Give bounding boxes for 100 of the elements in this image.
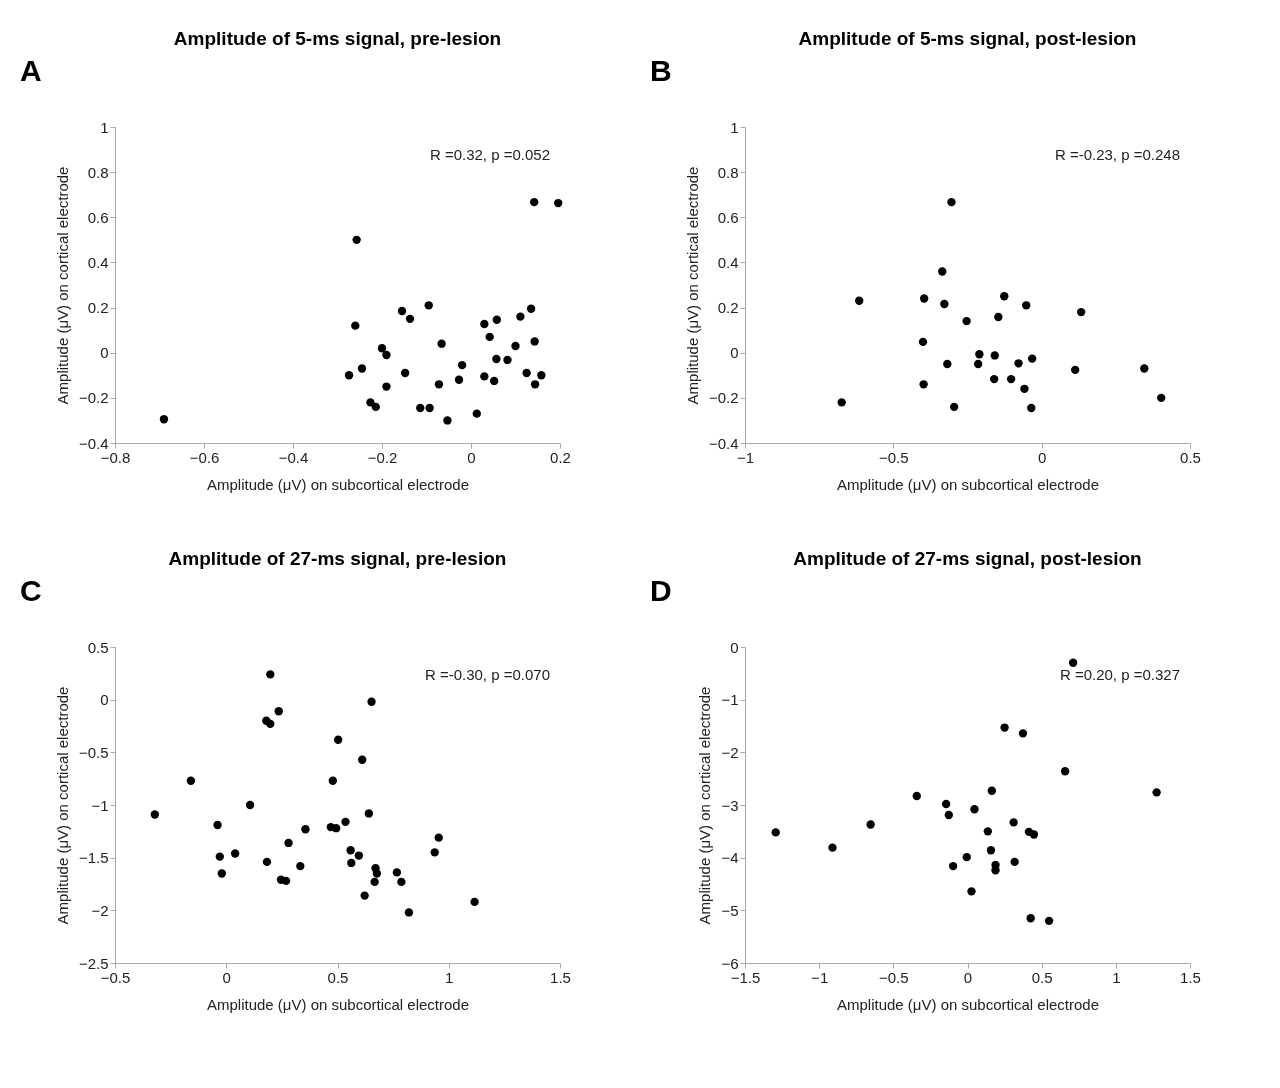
point [492, 315, 501, 324]
point [1009, 818, 1018, 827]
y-tick-label: −5 [721, 901, 739, 919]
point [1027, 403, 1036, 413]
point [351, 321, 360, 330]
point [437, 339, 446, 348]
point [938, 267, 947, 276]
point [967, 887, 976, 896]
x-tick-label: 0 [963, 968, 973, 986]
y-tick-label: 0.8 [717, 163, 739, 181]
text: C [20, 574, 42, 607]
x-tick-label: 0.2 [550, 448, 571, 466]
point [370, 877, 379, 887]
point [974, 359, 983, 369]
y-tick-label: −1 [721, 691, 739, 709]
point [284, 838, 293, 848]
x-tick-label: 1.5 [1180, 968, 1201, 986]
point [217, 869, 226, 878]
point [366, 398, 375, 407]
y-tick-label: −2 [721, 743, 739, 761]
point [918, 337, 928, 347]
y-tick-label: 1 [730, 118, 739, 136]
annotation: R =-0.23, p =0.248 [1054, 146, 1180, 163]
y-tick-label: 0.6 [87, 208, 109, 226]
y-tick-label: 0.2 [87, 299, 109, 317]
point [975, 350, 984, 359]
point [530, 337, 539, 346]
point [371, 402, 380, 412]
point [962, 316, 971, 326]
y-tick-label: 0.6 [717, 208, 739, 226]
y-axis-title: Amplitude (μV) on cortical electrode [53, 686, 71, 925]
point [425, 403, 434, 413]
x-tick-label: 0 [222, 968, 231, 986]
point [274, 707, 283, 716]
chart-title: Amplitude of 5-ms signal, post-lesion [798, 28, 1137, 49]
point [941, 799, 951, 809]
y-tick-label: 0 [730, 344, 739, 362]
point [360, 891, 369, 900]
point [434, 833, 443, 842]
point [266, 670, 275, 679]
point [470, 897, 479, 907]
point [367, 697, 376, 706]
point [940, 299, 949, 309]
point [377, 344, 387, 353]
y-tick-label: 0 [730, 638, 739, 656]
point [855, 296, 864, 305]
y-tick-label: −0.5 [78, 743, 109, 761]
point [1020, 384, 1029, 393]
x-tick-label: −0.2 [367, 448, 398, 466]
point [1000, 292, 1009, 301]
point [328, 776, 338, 785]
point [970, 805, 979, 814]
point [1010, 857, 1019, 867]
point [1060, 767, 1070, 776]
point [347, 858, 356, 868]
point [1140, 364, 1149, 373]
y-tick-label: 0.2 [717, 299, 739, 317]
point [372, 869, 382, 878]
point [511, 341, 520, 351]
x-tick-label: −1 [811, 968, 829, 986]
x-tick-label: −0.4 [278, 448, 309, 466]
y-tick-label: −0.2 [78, 389, 109, 407]
point [962, 852, 971, 862]
point [837, 398, 846, 407]
y-tick-label: 0.5 [87, 638, 109, 656]
point [397, 306, 407, 316]
x-tick-label: 0 [1037, 448, 1047, 466]
point [434, 380, 444, 389]
text: D [650, 574, 672, 607]
point [554, 198, 563, 208]
point [354, 851, 364, 860]
point [301, 825, 310, 834]
x-tick-label: −0.5 [879, 968, 909, 986]
x-tick-label: −0.6 [189, 448, 220, 466]
y-tick-label: 0.4 [717, 253, 739, 271]
point [266, 719, 275, 729]
point [405, 314, 415, 324]
y-tick-label: −2.5 [78, 954, 109, 972]
point [397, 877, 406, 887]
point [245, 800, 255, 810]
point [472, 409, 481, 418]
point [503, 355, 512, 365]
point [990, 351, 999, 360]
chart-title: Amplitude of 27-ms signal, post-lesion [793, 548, 1142, 569]
y-tick-label: 0 [100, 344, 109, 362]
x-tick-label: 1 [445, 968, 454, 986]
y-tick-label: −6 [721, 954, 739, 972]
point [771, 828, 780, 837]
point [943, 359, 952, 369]
point [866, 820, 875, 829]
point [949, 402, 959, 412]
x-tick-label: −0.5 [879, 448, 909, 466]
point [392, 868, 402, 877]
y-tick-label: 0.4 [87, 253, 109, 271]
point [186, 776, 196, 785]
point [526, 304, 536, 313]
x-tick-label: 1.5 [550, 968, 571, 986]
x-axis-title: Amplitude (μV) on subcortical electrode [206, 475, 470, 493]
x-axis-title: Amplitude (μV) on subcortical electrode [836, 995, 1100, 1013]
text: B [650, 54, 672, 87]
